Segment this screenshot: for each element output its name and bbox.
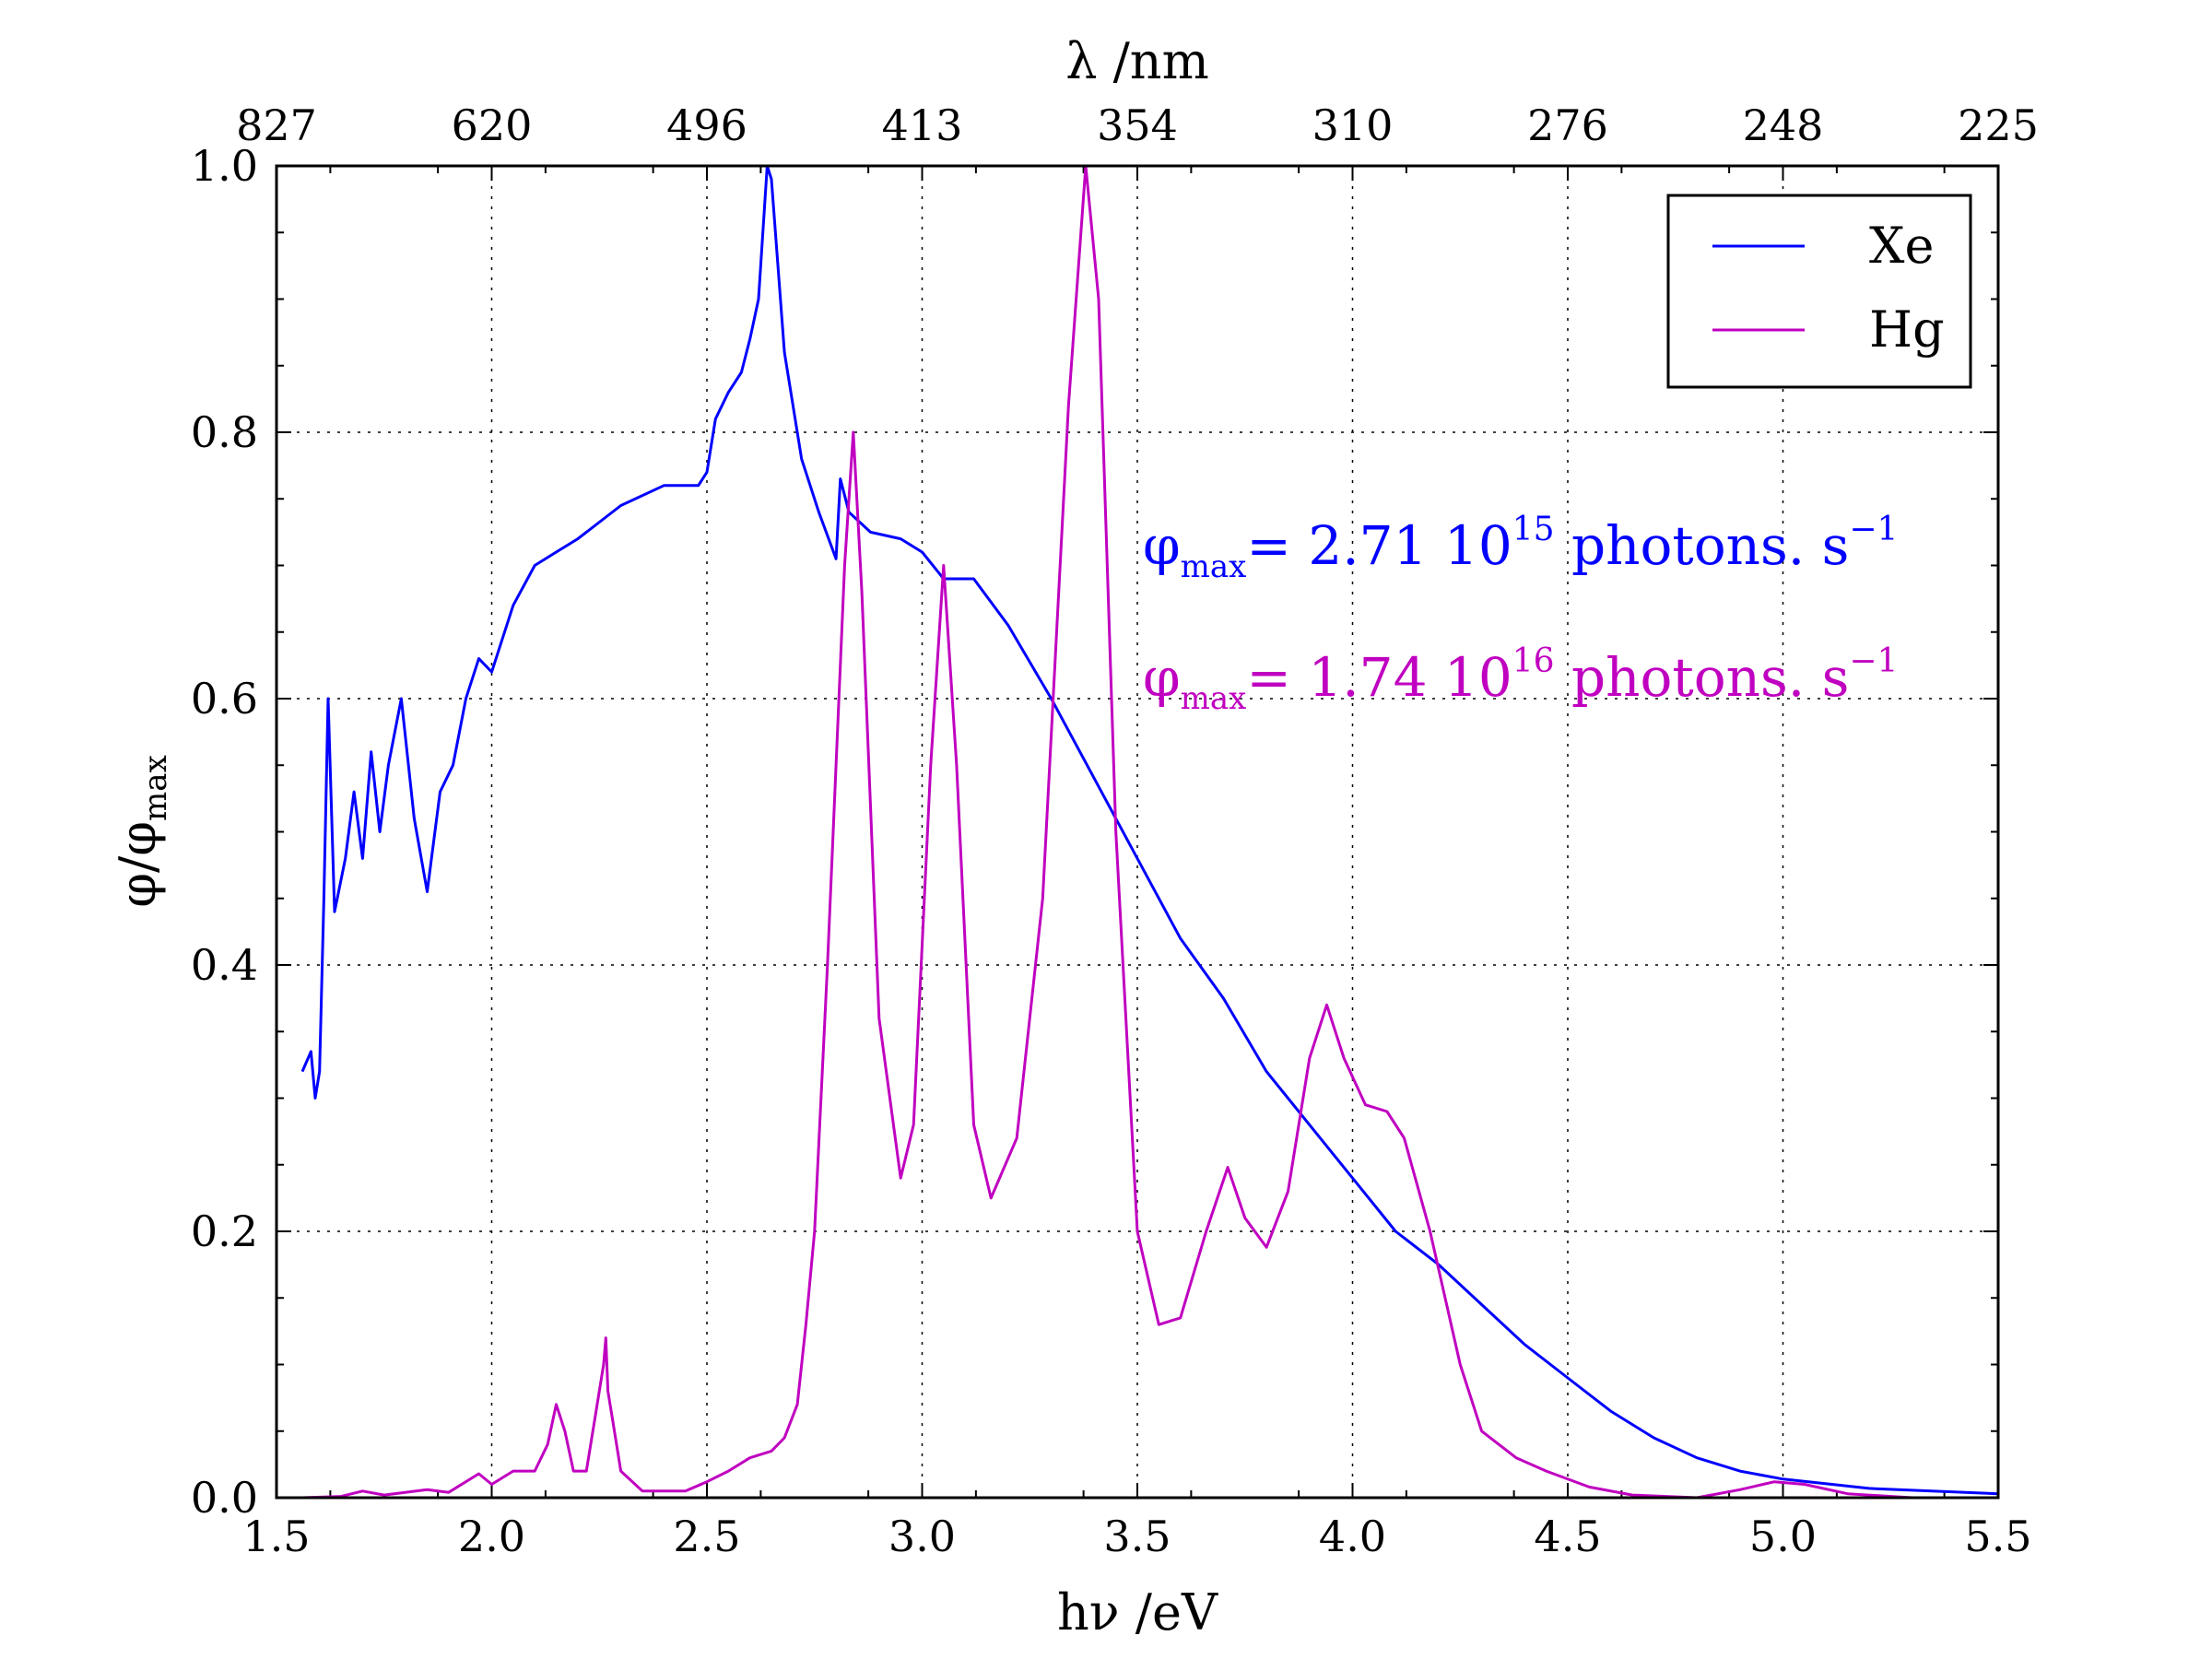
- annotation-hg-sub: max: [1181, 680, 1247, 717]
- y-axis-title: φ/φmax: [109, 755, 174, 908]
- y-tick-label: 0.4: [191, 940, 258, 990]
- y-tick-label: 0.2: [191, 1206, 258, 1256]
- annotation-hg-sup: 16: [1512, 642, 1555, 680]
- legend-box: [1666, 194, 1972, 389]
- annotation-hg-text: φmax= 1.74 1016 photons. s−1: [1143, 642, 1898, 717]
- annotation-hg: φmax= 1.74 1016 photons. s−1: [1143, 642, 1898, 717]
- x-axis-title: hν /eV: [1057, 1583, 1218, 1641]
- x-tick-label: 4.5: [1534, 1512, 1601, 1561]
- top-tick-label: 248: [1743, 100, 1824, 150]
- annotation-hg-prefix: φ: [1143, 646, 1181, 709]
- y-axis-title-sub: max: [137, 755, 174, 821]
- annotation-xe-prefix: φ: [1143, 514, 1181, 577]
- x-tick-label: 2.0: [458, 1512, 525, 1561]
- x-tick-label: 2.5: [673, 1512, 740, 1561]
- annotation-hg-eq: = 1.74 10: [1246, 646, 1512, 709]
- y-tick-label: 0.8: [191, 407, 258, 457]
- x-tick-label: 5.0: [1749, 1512, 1817, 1561]
- annotation-xe-text: φmax= 2.71 1015 photons. s−1: [1143, 511, 1898, 585]
- top-tick-label: 310: [1312, 100, 1394, 150]
- series-line-hg: [301, 164, 1912, 1500]
- annotation-xe-eq: = 2.71 10: [1246, 514, 1512, 577]
- annotation-hg-unit: photons. s: [1555, 646, 1850, 709]
- legend: Xe Hg: [1666, 194, 1972, 389]
- x-tick-label: 4.0: [1319, 1512, 1386, 1561]
- legend-label-xe: Xe: [1869, 217, 1934, 275]
- x-tick-label: 3.0: [888, 1512, 956, 1561]
- top-tick-label: 354: [1097, 100, 1178, 150]
- plot-frame: [275, 164, 2000, 1500]
- annotation-xe-unit: photons. s: [1555, 514, 1850, 577]
- top-tick-label: 413: [882, 100, 963, 150]
- top-tick-label: 620: [452, 100, 533, 150]
- top-tick-label: 225: [1958, 100, 2039, 150]
- top-tick-label: 827: [236, 100, 317, 150]
- top-tick-label: 496: [666, 100, 747, 150]
- top-axis-title: λ /nm: [1065, 32, 1209, 90]
- x-tick-label: 3.5: [1103, 1512, 1171, 1561]
- top-tick-label: 276: [1527, 100, 1608, 150]
- y-tick-label: 0.0: [191, 1473, 258, 1523]
- legend-label-hg: Hg: [1869, 300, 1945, 359]
- annotation-xe-sup: 15: [1512, 511, 1555, 548]
- annotation-xe-unit-sup: −1: [1849, 511, 1898, 548]
- annotation-hg-unit-sup: −1: [1849, 642, 1898, 680]
- annotation-xe: φmax= 2.71 1015 photons. s−1: [1143, 511, 1898, 585]
- series-line-xe: [300, 164, 1999, 1496]
- x-tick-label: 1.5: [242, 1512, 310, 1561]
- annotation-xe-sub: max: [1181, 548, 1247, 585]
- x-tick-label: 5.5: [1964, 1512, 2031, 1561]
- y-tick-label: 0.6: [191, 674, 258, 724]
- y-tick-label: 1.0: [191, 141, 258, 191]
- series-layer: [300, 164, 1999, 1500]
- labels-layer: 1.5 2.0 2.5 3.0 3.5 4.0 4.5 5.0 5.5 0.0 0.2 0.4 0.6 0…: [191, 100, 2039, 1561]
- y-axis-title-main: φ/φ: [109, 821, 167, 908]
